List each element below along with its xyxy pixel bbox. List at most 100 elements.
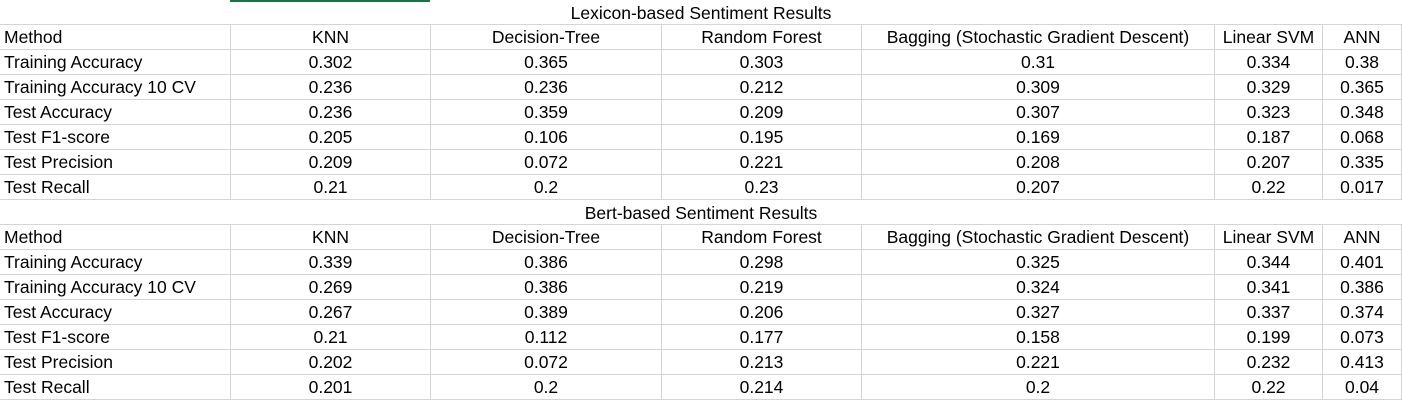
column-header-cell[interactable]: Random Forest: [662, 225, 862, 249]
column-header-cell[interactable]: Linear SVM: [1215, 25, 1323, 49]
value-cell[interactable]: 0.341: [1215, 275, 1323, 299]
column-header-cell[interactable]: KNN: [231, 225, 431, 249]
row-label-cell[interactable]: Test F1-score: [0, 125, 231, 149]
table-title[interactable]: Bert-based Sentiment Results: [584, 203, 818, 223]
value-cell[interactable]: 0.267: [231, 300, 431, 324]
value-cell[interactable]: 0.177: [662, 325, 862, 349]
value-cell[interactable]: 0.232: [1215, 350, 1323, 374]
value-cell[interactable]: 0.339: [231, 250, 431, 274]
value-cell[interactable]: 0.195: [662, 125, 862, 149]
value-cell[interactable]: 0.386: [1323, 275, 1402, 299]
value-cell[interactable]: 0.199: [1215, 325, 1323, 349]
value-cell[interactable]: 0.236: [231, 100, 431, 124]
value-cell[interactable]: 0.374: [1323, 300, 1402, 324]
value-cell[interactable]: 0.21: [231, 325, 431, 349]
value-cell[interactable]: 0.214: [662, 375, 862, 399]
value-cell[interactable]: 0.401: [1323, 250, 1402, 274]
value-cell[interactable]: 0.323: [1215, 100, 1323, 124]
column-header-cell[interactable]: Decision-Tree: [431, 25, 662, 49]
column-header-cell[interactable]: Random Forest: [662, 25, 862, 49]
column-header-cell[interactable]: ANN: [1323, 225, 1402, 249]
value-cell[interactable]: 0.158: [862, 325, 1215, 349]
value-cell[interactable]: 0.073: [1323, 325, 1402, 349]
row-label-cell[interactable]: Training Accuracy 10 CV: [0, 275, 231, 299]
value-cell[interactable]: 0.205: [231, 125, 431, 149]
table-title[interactable]: Lexicon-based Sentiment Results: [570, 3, 832, 23]
value-cell[interactable]: 0.298: [662, 250, 862, 274]
value-cell[interactable]: 0.21: [231, 175, 431, 199]
value-cell[interactable]: 0.344: [1215, 250, 1323, 274]
value-cell[interactable]: 0.206: [662, 300, 862, 324]
row-label-cell[interactable]: Test Recall: [0, 175, 231, 199]
value-cell[interactable]: 0.31: [862, 50, 1215, 74]
value-cell[interactable]: 0.04: [1323, 375, 1402, 399]
column-header-cell[interactable]: Method: [0, 25, 231, 49]
value-cell[interactable]: 0.201: [231, 375, 431, 399]
value-cell[interactable]: 0.209: [231, 150, 431, 174]
value-cell[interactable]: 0.187: [1215, 125, 1323, 149]
row-label-cell[interactable]: Test F1-score: [0, 325, 231, 349]
value-cell[interactable]: 0.365: [431, 50, 662, 74]
value-cell[interactable]: 0.219: [662, 275, 862, 299]
column-header-cell[interactable]: Decision-Tree: [431, 225, 662, 249]
value-cell[interactable]: 0.38: [1323, 50, 1402, 74]
column-header-cell[interactable]: KNN: [231, 25, 431, 49]
row-label-cell[interactable]: Test Recall: [0, 375, 231, 399]
value-cell[interactable]: 0.112: [431, 325, 662, 349]
value-cell[interactable]: 0.236: [231, 75, 431, 99]
value-cell[interactable]: 0.212: [662, 75, 862, 99]
row-label-cell[interactable]: Training Accuracy: [0, 250, 231, 274]
value-cell[interactable]: 0.23: [662, 175, 862, 199]
value-cell[interactable]: 0.365: [1323, 75, 1402, 99]
value-cell[interactable]: 0.169: [862, 125, 1215, 149]
value-cell[interactable]: 0.207: [1215, 150, 1323, 174]
row-label-cell[interactable]: Test Precision: [0, 350, 231, 374]
value-cell[interactable]: 0.068: [1323, 125, 1402, 149]
value-cell[interactable]: 0.106: [431, 125, 662, 149]
value-cell[interactable]: 0.307: [862, 100, 1215, 124]
value-cell[interactable]: 0.207: [862, 175, 1215, 199]
value-cell[interactable]: 0.348: [1323, 100, 1402, 124]
value-cell[interactable]: 0.302: [231, 50, 431, 74]
value-cell[interactable]: 0.334: [1215, 50, 1323, 74]
row-label-cell[interactable]: Training Accuracy 10 CV: [0, 75, 231, 99]
column-header-cell[interactable]: ANN: [1323, 25, 1402, 49]
row-label-cell[interactable]: Test Precision: [0, 150, 231, 174]
value-cell[interactable]: 0.413: [1323, 350, 1402, 374]
value-cell[interactable]: 0.221: [862, 350, 1215, 374]
value-cell[interactable]: 0.309: [862, 75, 1215, 99]
value-cell[interactable]: 0.221: [662, 150, 862, 174]
row-label-cell[interactable]: Test Accuracy: [0, 100, 231, 124]
value-cell[interactable]: 0.325: [862, 250, 1215, 274]
value-cell[interactable]: 0.386: [431, 275, 662, 299]
value-cell[interactable]: 0.386: [431, 250, 662, 274]
row-label-cell[interactable]: Test Accuracy: [0, 300, 231, 324]
value-cell[interactable]: 0.337: [1215, 300, 1323, 324]
value-cell[interactable]: 0.202: [231, 350, 431, 374]
value-cell[interactable]: 0.389: [431, 300, 662, 324]
value-cell[interactable]: 0.269: [231, 275, 431, 299]
value-cell[interactable]: 0.072: [431, 350, 662, 374]
value-cell[interactable]: 0.22: [1215, 375, 1323, 399]
value-cell[interactable]: 0.208: [862, 150, 1215, 174]
value-cell[interactable]: 0.209: [662, 100, 862, 124]
value-cell[interactable]: 0.2: [862, 375, 1215, 399]
column-header-cell[interactable]: Linear SVM: [1215, 225, 1323, 249]
value-cell[interactable]: 0.017: [1323, 175, 1402, 199]
value-cell[interactable]: 0.236: [431, 75, 662, 99]
value-cell[interactable]: 0.213: [662, 350, 862, 374]
row-label-cell[interactable]: Training Accuracy: [0, 50, 231, 74]
value-cell[interactable]: 0.335: [1323, 150, 1402, 174]
value-cell[interactable]: 0.2: [431, 375, 662, 399]
value-cell[interactable]: 0.303: [662, 50, 862, 74]
value-cell[interactable]: 0.327: [862, 300, 1215, 324]
column-header-cell[interactable]: Method: [0, 225, 231, 249]
value-cell[interactable]: 0.324: [862, 275, 1215, 299]
column-header-cell[interactable]: Bagging (Stochastic Gradient Descent): [862, 25, 1215, 49]
column-header-cell[interactable]: Bagging (Stochastic Gradient Descent): [862, 225, 1215, 249]
value-cell[interactable]: 0.072: [431, 150, 662, 174]
value-cell[interactable]: 0.2: [431, 175, 662, 199]
value-cell[interactable]: 0.329: [1215, 75, 1323, 99]
value-cell[interactable]: 0.359: [431, 100, 662, 124]
